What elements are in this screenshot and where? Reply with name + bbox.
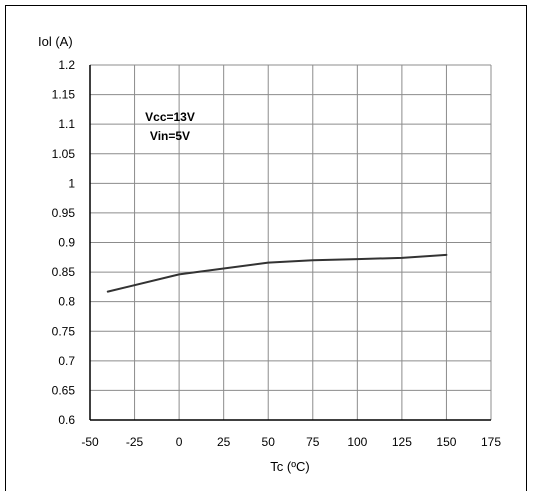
x-tick-label: -25 xyxy=(126,435,144,449)
y-tick-label: 1.1 xyxy=(58,117,75,131)
y-tick-label: 0.85 xyxy=(52,265,76,279)
series-line xyxy=(106,253,448,293)
x-tick-label: -50 xyxy=(81,435,99,449)
chart-frame xyxy=(5,5,527,491)
x-tick-label: 50 xyxy=(262,435,276,449)
annotation-vcc: Vcc=13V xyxy=(145,110,195,124)
y-tick-label: 0.7 xyxy=(58,354,75,368)
x-tick-labels: -50 -25 0 25 50 75 100 125 150 175 xyxy=(81,435,501,449)
y-tick-label: 1.15 xyxy=(52,88,76,102)
y-tick-label: 1 xyxy=(68,176,75,190)
y-tick-label: 1.05 xyxy=(52,147,76,161)
x-tick-label: 175 xyxy=(481,435,501,449)
x-tick-label: 25 xyxy=(217,435,231,449)
y-tick-label: 0.9 xyxy=(58,236,75,250)
y-tick-label: 1.2 xyxy=(58,58,75,72)
x-tick-label: 100 xyxy=(347,435,367,449)
y-tick-label: 0.6 xyxy=(58,413,75,427)
x-tick-label: 125 xyxy=(392,435,412,449)
x-tick-label: 75 xyxy=(306,435,320,449)
y-tick-label: 0.95 xyxy=(52,206,76,220)
y-tick-label: 0.8 xyxy=(58,295,75,309)
x-axis-title: Tc (ºC) xyxy=(270,459,309,474)
series-layer xyxy=(106,253,448,293)
y-axis-title: Iol (A) xyxy=(38,34,73,49)
grid xyxy=(89,64,492,421)
y-tick-label: 0.65 xyxy=(52,383,76,397)
x-tick-label: 150 xyxy=(436,435,456,449)
y-tick-labels: 1.2 1.15 1.1 1.05 1 0.95 0.9 0.85 0.8 0.75 0.7 0.65… xyxy=(52,58,76,427)
annotation-vin: Vin=5V xyxy=(150,129,190,143)
y-tick-label: 0.75 xyxy=(52,324,76,338)
x-tick-label: 0 xyxy=(176,435,183,449)
